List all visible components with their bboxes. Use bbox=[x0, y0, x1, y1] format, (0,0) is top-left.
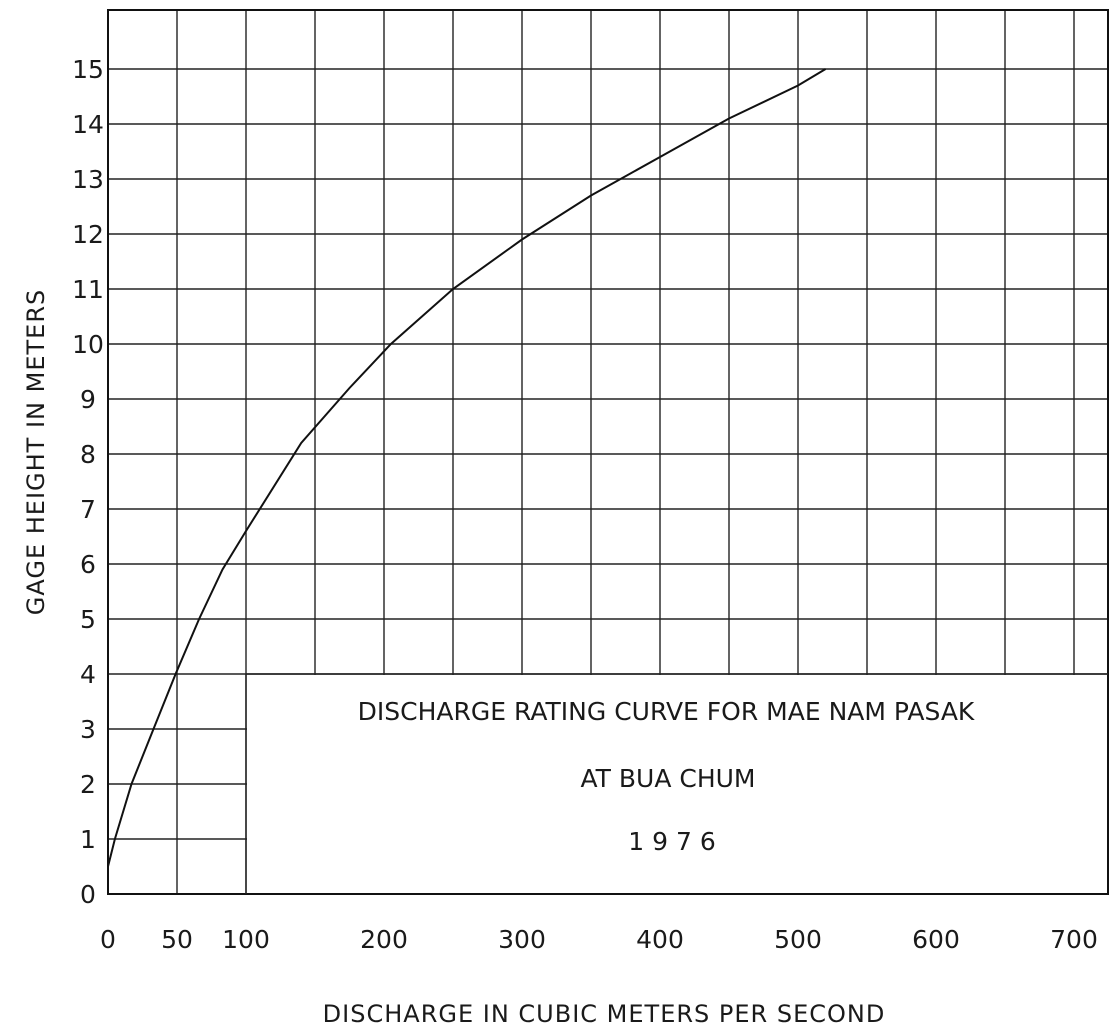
x-tick-label: 600 bbox=[912, 925, 960, 954]
y-tick-label: 4 bbox=[80, 660, 96, 689]
x-tick-label: 50 bbox=[161, 925, 193, 954]
x-tick-labels: 0 50 100 200 300 400 500 600 700 bbox=[100, 925, 1098, 954]
y-tick-label: 0 bbox=[80, 880, 96, 909]
y-tick-label: 6 bbox=[80, 550, 96, 579]
y-tick-label: 5 bbox=[80, 605, 96, 634]
y-tick-label: 2 bbox=[80, 770, 96, 799]
y-axis-label: GAGE HEIGHT IN METERS bbox=[22, 289, 50, 615]
chart-title-line-1: DISCHARGE RATING CURVE FOR MAE NAM PASAK bbox=[358, 697, 975, 726]
y-tick-label: 13 bbox=[72, 165, 104, 194]
x-tick-label: 400 bbox=[636, 925, 684, 954]
y-tick-label: 12 bbox=[72, 220, 104, 249]
x-tick-label: 300 bbox=[498, 925, 546, 954]
chart-title-line-2: AT BUA CHUM bbox=[581, 764, 756, 793]
y-tick-label: 7 bbox=[80, 495, 96, 524]
y-tick-label: 10 bbox=[72, 330, 104, 359]
y-tick-label: 15 bbox=[72, 55, 104, 84]
x-tick-label: 100 bbox=[222, 925, 270, 954]
curve-layer bbox=[107, 68, 827, 867]
y-tick-label: 11 bbox=[72, 275, 104, 304]
x-tick-label: 700 bbox=[1050, 925, 1098, 954]
y-tick-label: 9 bbox=[80, 385, 96, 414]
x-tick-label: 0 bbox=[100, 925, 116, 954]
rating-curve-line bbox=[107, 68, 827, 867]
chart-title-line-3: 1 9 7 6 bbox=[628, 827, 715, 856]
title-box bbox=[247, 675, 1107, 893]
plot-frame bbox=[107, 9, 1109, 895]
x-tick-label: 200 bbox=[360, 925, 408, 954]
y-tick-label: 14 bbox=[72, 110, 104, 139]
y-tick-label: 1 bbox=[80, 825, 96, 854]
x-axis-label: DISCHARGE IN CUBIC METERS PER SECOND bbox=[323, 1000, 886, 1028]
y-tick-label: 3 bbox=[80, 715, 96, 744]
y-tick-label: 8 bbox=[80, 440, 96, 469]
x-tick-label: 500 bbox=[774, 925, 822, 954]
